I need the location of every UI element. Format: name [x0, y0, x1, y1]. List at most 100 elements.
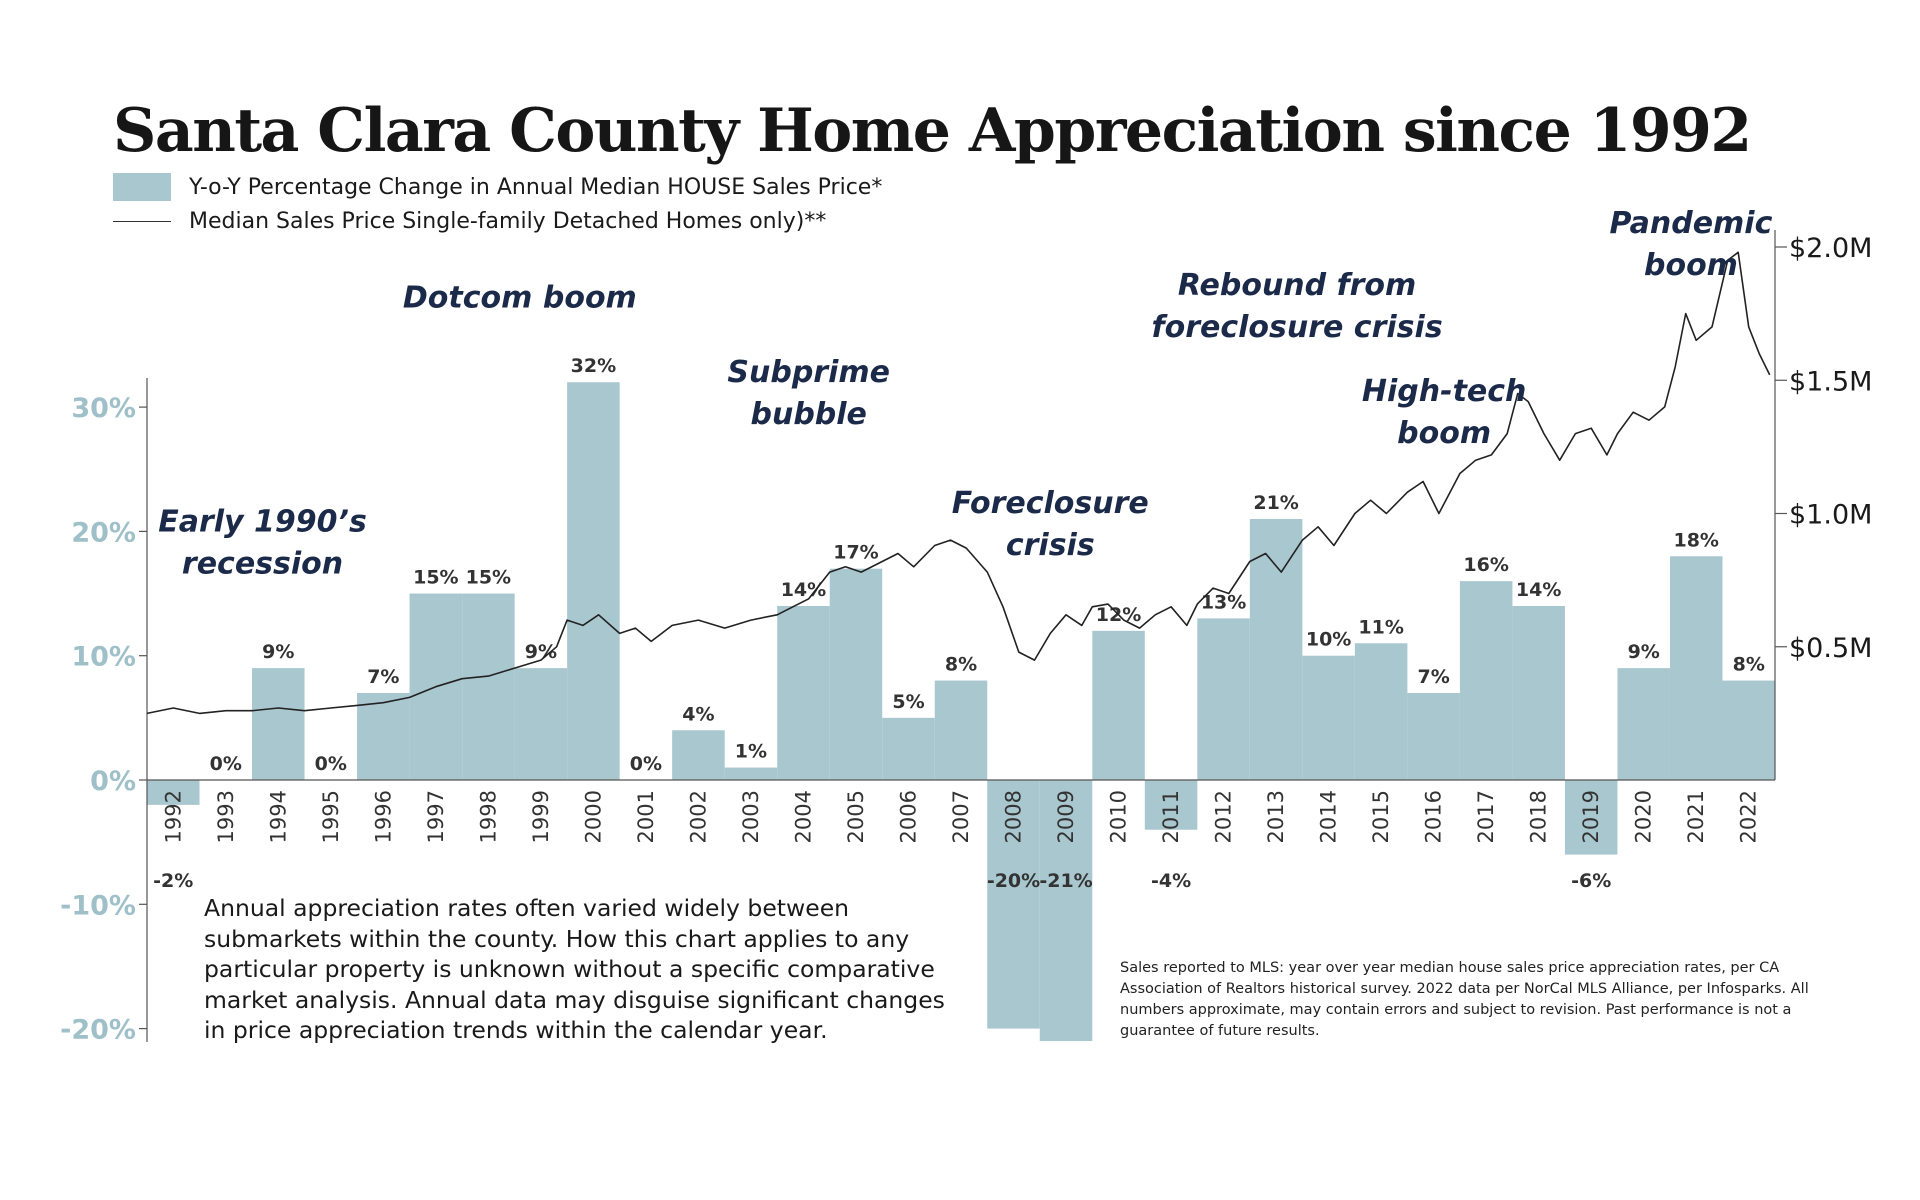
median-price-line: [146, 251, 1771, 715]
bar-2005: [829, 568, 883, 780]
x-tick-2010: 2010: [1107, 790, 1131, 843]
value-label-2000: 32%: [571, 355, 616, 377]
x-tick-2018: 2018: [1527, 790, 1551, 843]
x-tick-1993: 1993: [214, 790, 238, 843]
bar-1999: [514, 668, 568, 780]
value-label-2008: -20%: [987, 870, 1040, 892]
value-label-1992: -2%: [153, 870, 193, 892]
legend-line-swatch: [113, 221, 171, 222]
bar-2012: [1197, 618, 1250, 780]
x-tick-2021: 2021: [1684, 790, 1708, 843]
x-tick-2005: 2005: [844, 790, 868, 843]
right-axis-label: $0.5M: [1789, 633, 1872, 664]
value-label-2007: 8%: [945, 654, 977, 676]
bar-2004: [777, 605, 830, 780]
annotation-1-line-0: Dotcom boom: [403, 281, 637, 316]
bar-1994: [252, 668, 305, 780]
x-tick-2006: 2006: [896, 790, 920, 843]
x-tick-2019: 2019: [1579, 790, 1603, 843]
bar-2013: [1249, 518, 1303, 780]
x-tick-2008: 2008: [1002, 790, 1026, 843]
bar-2003: [724, 767, 778, 780]
bar-2018: [1512, 605, 1565, 780]
x-tick-2007: 2007: [949, 790, 973, 843]
legend-bar-label: Y-o-Y Percentage Change in Annual Median…: [189, 174, 883, 200]
value-label-1998: 15%: [466, 567, 511, 589]
x-tick-2001: 2001: [634, 790, 658, 843]
annotation-5-line-1: boom: [1397, 416, 1491, 451]
x-tick-2015: 2015: [1369, 790, 1393, 843]
x-tick-2013: 2013: [1264, 790, 1288, 843]
left-axis-label: -20%: [60, 1015, 136, 1046]
right-axis-label: $1.5M: [1789, 366, 1872, 397]
x-tick-1997: 1997: [424, 790, 448, 843]
legend-bar-swatch: [113, 173, 171, 201]
annotation-5-line-0: High-tech: [1362, 374, 1527, 409]
annotation-2-line-1: bubble: [750, 397, 866, 432]
x-tick-2017: 2017: [1474, 790, 1498, 843]
bar-1992: [147, 780, 200, 805]
value-label-2019: -6%: [1571, 870, 1611, 892]
value-label-2003: 1%: [735, 741, 767, 763]
annotation-0-line-1: recession: [182, 546, 343, 581]
bar-2019: [1564, 780, 1618, 855]
annotation-4-line-1: foreclosure crisis: [1152, 310, 1443, 345]
bar-2007: [934, 680, 988, 780]
x-tick-2014: 2014: [1317, 790, 1341, 843]
x-tick-2020: 2020: [1632, 790, 1656, 843]
bar-2020: [1617, 668, 1670, 780]
bar-2014: [1302, 655, 1355, 780]
annotation-3-line-0: Foreclosure: [952, 486, 1149, 521]
value-label-1994: 9%: [262, 641, 294, 663]
x-tick-1998: 1998: [476, 790, 500, 843]
annotation-6-line-0: Pandemic: [1610, 206, 1773, 241]
right-axis-label: $1.0M: [1789, 500, 1872, 531]
legend-line-label: Median Sales Price Single-family Detache…: [189, 209, 827, 234]
x-tick-1999: 1999: [529, 790, 553, 843]
value-label-2004: 14%: [781, 579, 826, 601]
bar-2015: [1354, 643, 1408, 780]
value-label-2016: 7%: [1418, 666, 1450, 688]
value-label-2020: 9%: [1628, 641, 1660, 663]
x-tick-2016: 2016: [1422, 790, 1446, 843]
x-tick-2012: 2012: [1212, 790, 1236, 843]
value-label-1997: 15%: [413, 567, 458, 589]
bar-2021: [1669, 556, 1723, 780]
legend-line: Median Sales Price Single-family Detache…: [113, 209, 826, 234]
bar-2010: [1092, 630, 1145, 780]
value-label-2011: -4%: [1151, 870, 1191, 892]
x-tick-1992: 1992: [161, 790, 185, 843]
value-label-2015: 11%: [1358, 616, 1403, 638]
value-label-1999: 9%: [525, 641, 557, 663]
value-label-2018: 14%: [1516, 579, 1561, 601]
x-tick-2022: 2022: [1737, 790, 1761, 843]
bar-2002: [672, 730, 725, 780]
value-label-2021: 18%: [1673, 529, 1718, 551]
value-label-2017: 16%: [1463, 554, 1508, 576]
x-tick-1996: 1996: [371, 790, 395, 843]
left-axis-label: 0%: [90, 766, 136, 797]
chart-title: Santa Clara County Home Appreciation sin…: [113, 96, 1752, 166]
right-axis-label: $2.0M: [1789, 233, 1872, 264]
annotation-0-line-0: Early 1990’s: [158, 504, 367, 539]
left-axis-label: 20%: [71, 517, 136, 548]
bar-1998: [462, 593, 515, 780]
bar-2000: [567, 382, 620, 780]
value-label-2014: 10%: [1306, 629, 1351, 651]
bar-2009: [1039, 780, 1093, 1042]
value-label-2012: 13%: [1201, 591, 1246, 613]
x-tick-2004: 2004: [791, 790, 815, 843]
value-label-1996: 7%: [367, 666, 399, 688]
bar-2006: [882, 717, 935, 780]
methodology-note: Annual appreciation rates often varied w…: [204, 894, 945, 1044]
bar-2011: [1144, 780, 1198, 830]
legend-bars: Y-o-Y Percentage Change in Annual Median…: [113, 173, 882, 201]
value-label-2001: 0%: [630, 753, 662, 775]
left-axis-label: 10%: [71, 642, 136, 673]
x-tick-1994: 1994: [266, 790, 290, 843]
annotation-6-line-1: boom: [1644, 248, 1738, 283]
x-tick-2000: 2000: [581, 790, 605, 843]
value-label-2005: 17%: [833, 542, 878, 564]
bar-2008: [987, 780, 1040, 1029]
value-label-1995: 0%: [315, 753, 347, 775]
